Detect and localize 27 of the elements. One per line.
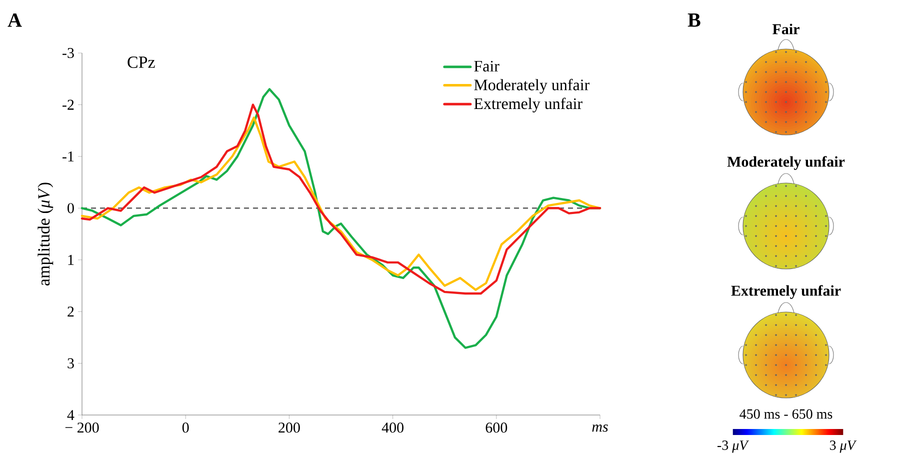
- y-tick-label: 0: [68, 203, 74, 214]
- y-tick-label: 4: [67, 410, 74, 420]
- y-axis-title: amplitude (μV): [38, 182, 54, 286]
- text: B: [688, 14, 700, 27]
- annotation: CPz: [128, 56, 155, 68]
- y-tick-label: 1: [68, 254, 74, 265]
- x-tick-label: 200: [278, 422, 300, 433]
- category-label: Fair: [772, 24, 800, 34]
- y-tick-label: -2: [62, 100, 74, 110]
- y-tick-label: 2: [68, 306, 74, 317]
- x-tick-label: 600: [486, 422, 508, 433]
- y-tick-label: -1: [62, 151, 74, 162]
- legend-label: Extremely unfair: [474, 98, 582, 112]
- legend-label: Fair: [474, 60, 500, 72]
- x-tick-label: 400: [382, 422, 404, 433]
- chart-title: A: [8, 14, 22, 27]
- x-tick-label: 0: [182, 422, 189, 433]
- text: -3 μV: [717, 440, 750, 453]
- text: 450 ms - 650 ms: [740, 409, 832, 419]
- y-tick-label: 3: [68, 358, 74, 368]
- x-axis-title: ms: [592, 424, 608, 432]
- category-label: Moderately unfair: [727, 156, 845, 170]
- y-tick-label: -3: [62, 48, 74, 58]
- category-label: Extremely unfair: [731, 285, 841, 299]
- text: 3 μV: [830, 440, 857, 453]
- x-tick-label: − 200: [65, 422, 99, 433]
- legend-label: Moderately unfair: [474, 78, 590, 94]
